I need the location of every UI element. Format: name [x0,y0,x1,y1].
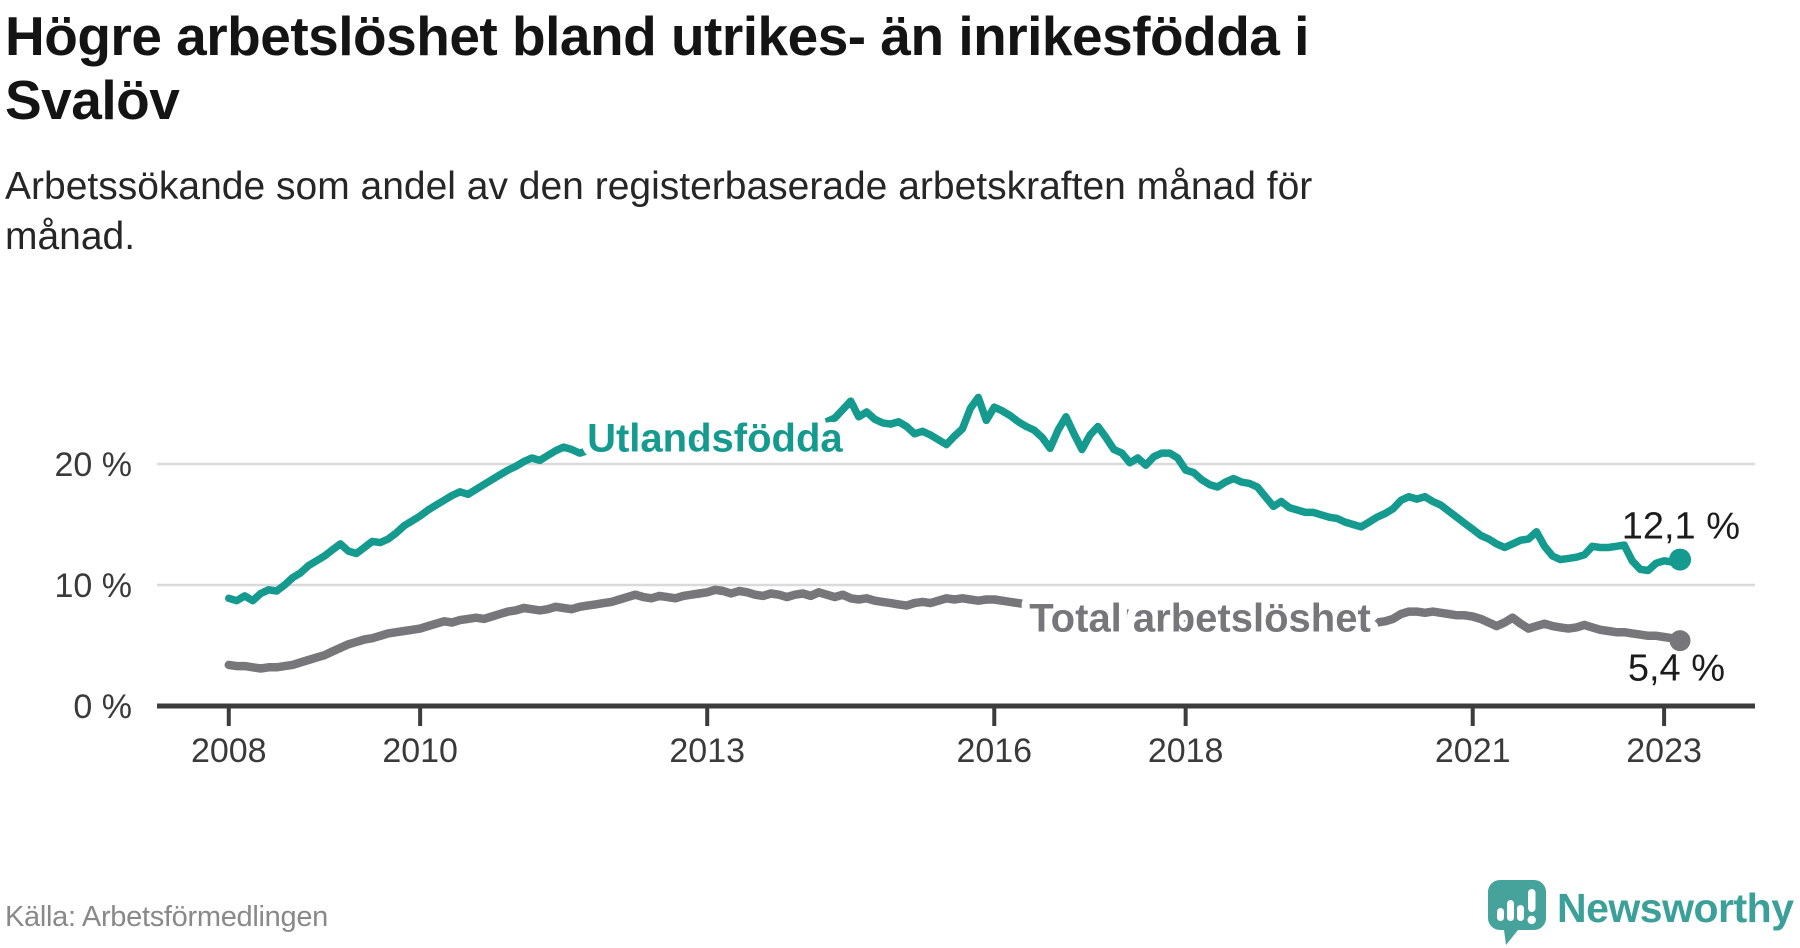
end-dot-utlandsfodda [1669,548,1692,571]
logo-exclamation-stem [1528,889,1536,912]
subtitle-line-2: månad. [5,214,136,258]
source-note: Källa: Arbetsförmedlingen [5,901,328,933]
title-line-1: Högre arbetslöshet bland utrikes- än inr… [5,5,1309,67]
y-tick-label-0: 0 % [73,688,132,726]
subtitle-line-1: Arbetssökande som andel av den registerb… [5,165,1313,208]
series-label-utlandsfodda: Utlandsfödda [587,416,843,460]
x-tick-label-2016: 2016 [956,732,1032,770]
logo-exclamation-dot [1527,915,1536,925]
page-title: Högre arbetslöshet bland utrikes- än inr… [5,4,1585,133]
series-label-total: Total arbetslöshet [1029,597,1371,641]
x-tick-label-2013: 2013 [669,732,745,770]
logo-bar-3 [1517,905,1524,921]
series-line-utlandsfodda [225,393,1684,605]
y-tick-label-20: 20 % [55,446,133,484]
x-tick-label-2010: 2010 [382,732,458,770]
brand-wordmark: Newsworthy [1557,884,1794,931]
newsworthy-brand: Newsworthy [1488,880,1794,948]
x-tick-label-2018: 2018 [1148,732,1224,770]
logo-bar-1 [1497,908,1504,921]
end-value-label-utlandsfodda: 12,1 % [1622,506,1740,548]
end-dot-total [1669,630,1691,652]
x-tick-label-2023: 2023 [1626,732,1702,770]
x-tick-label-2021: 2021 [1435,732,1511,770]
x-tick-label-2008: 2008 [191,732,267,770]
title-line-2: Svalöv [5,69,180,132]
newsworthy-logo-icon [1488,880,1546,945]
y-tick-label-10: 10 % [55,567,133,605]
end-value-label-total: 5,4 % [1628,648,1725,690]
series-line-total [224,585,1685,673]
chart-subtitle: Arbetssökande som andel av den registerb… [5,162,1525,262]
logo-bar-2 [1507,900,1514,921]
